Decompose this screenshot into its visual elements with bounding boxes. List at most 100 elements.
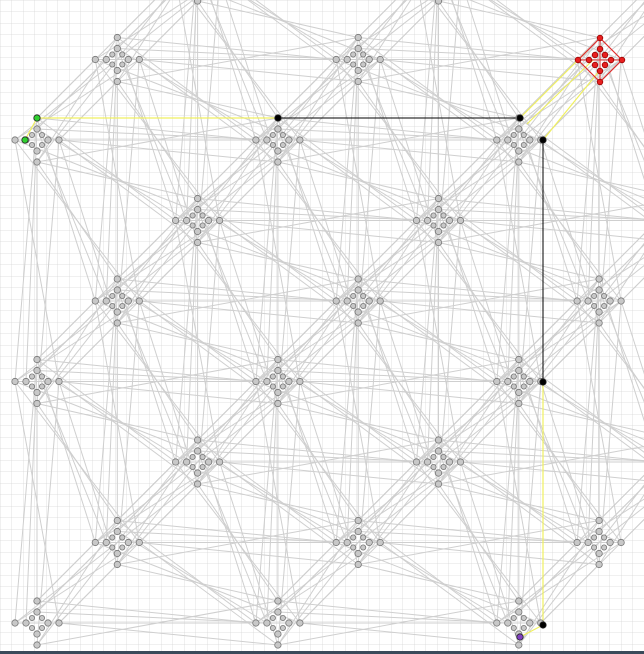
edge <box>380 300 600 324</box>
node <box>216 216 224 225</box>
edge <box>416 300 622 463</box>
nodes <box>11 0 626 649</box>
edge <box>95 59 301 141</box>
node <box>573 297 581 305</box>
node <box>274 608 282 616</box>
node <box>520 373 527 380</box>
path-node <box>21 136 29 144</box>
node <box>269 615 276 622</box>
node <box>109 51 116 58</box>
edge <box>416 461 622 543</box>
path-node <box>539 136 547 144</box>
edge <box>358 520 578 543</box>
node <box>33 366 41 375</box>
edge <box>620 59 644 134</box>
node <box>354 308 362 316</box>
edge <box>58 622 278 646</box>
node <box>285 619 293 627</box>
node <box>434 436 443 444</box>
node <box>113 77 121 86</box>
node <box>263 619 271 627</box>
path-node <box>516 114 524 122</box>
edge <box>518 117 644 212</box>
node <box>113 44 121 53</box>
edge <box>14 139 220 221</box>
edge <box>438 439 578 543</box>
node <box>504 377 512 386</box>
node <box>194 194 202 203</box>
node <box>515 158 523 166</box>
edge <box>438 450 644 462</box>
node <box>354 275 362 283</box>
edge <box>219 461 439 485</box>
edge <box>139 59 359 82</box>
node <box>434 447 443 455</box>
node <box>354 516 362 525</box>
node <box>33 355 41 364</box>
edge <box>227 0 381 60</box>
edge <box>247 0 359 82</box>
node <box>33 608 41 616</box>
node <box>194 227 202 236</box>
red-node <box>596 34 604 42</box>
node <box>440 212 447 219</box>
node <box>350 544 357 551</box>
node <box>584 538 592 547</box>
node <box>124 297 132 305</box>
node <box>109 544 116 551</box>
edge <box>277 542 337 602</box>
edge <box>438 209 644 220</box>
node <box>526 136 534 144</box>
node <box>515 641 523 649</box>
node <box>28 383 35 390</box>
edge <box>277 359 497 382</box>
node <box>285 377 293 386</box>
node <box>296 377 304 386</box>
node <box>515 125 523 133</box>
node <box>354 560 362 569</box>
node <box>350 292 357 299</box>
edge <box>14 461 220 624</box>
edge <box>14 0 194 141</box>
edge <box>175 300 381 463</box>
edge <box>336 542 541 624</box>
node <box>510 131 517 138</box>
node <box>423 216 432 225</box>
edge <box>460 461 644 481</box>
node <box>601 534 608 541</box>
node <box>520 383 527 390</box>
edge <box>58 139 278 163</box>
node <box>520 131 527 138</box>
node <box>39 625 46 632</box>
node <box>269 373 276 380</box>
node <box>113 66 121 75</box>
node <box>55 136 63 144</box>
node <box>274 125 282 133</box>
edge <box>36 359 176 463</box>
edge <box>175 59 381 221</box>
edge <box>277 542 348 613</box>
node <box>350 534 357 541</box>
edge <box>94 139 301 302</box>
node <box>194 238 202 247</box>
edge <box>36 59 96 119</box>
node <box>595 319 603 327</box>
node <box>199 212 206 219</box>
edge <box>197 209 428 221</box>
red-node <box>607 56 615 64</box>
edge <box>438 198 578 302</box>
red-node <box>591 51 599 59</box>
node <box>510 615 517 622</box>
red-node <box>596 78 604 86</box>
node <box>274 641 282 649</box>
node <box>350 61 357 68</box>
node <box>434 205 443 214</box>
node <box>102 297 110 305</box>
yellow-edge <box>24 117 38 141</box>
node <box>515 147 523 155</box>
node <box>520 615 527 622</box>
node <box>55 619 63 627</box>
node <box>343 538 351 547</box>
edge <box>14 220 220 382</box>
